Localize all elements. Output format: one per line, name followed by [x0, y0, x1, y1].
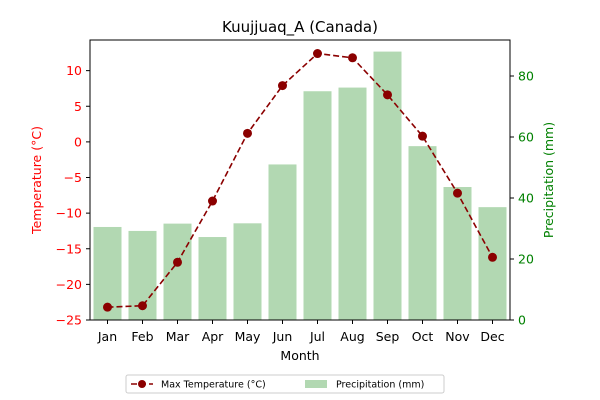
chart-title: Kuujjuaq_A (Canada) [222, 18, 378, 37]
x-tick-label: Jan [97, 329, 117, 344]
y-left-tick-label: 0 [74, 134, 82, 149]
temp-point-oct [418, 131, 427, 141]
temp-point-jun [278, 81, 287, 91]
y-left-tick-label: 10 [66, 63, 82, 78]
y-right-tick-label: 80 [518, 68, 534, 83]
temp-point-aug [348, 53, 357, 63]
precip-bar-aug [338, 87, 367, 320]
precip-bar-mar [163, 223, 192, 320]
precipitation-bars [93, 51, 507, 321]
legend: Max Temperature (°C) Precipitation (mm) [125, 374, 445, 394]
precip-bar-may [233, 223, 262, 320]
temp-point-feb [138, 301, 147, 311]
y-right-tick-label: 20 [518, 251, 534, 266]
legend-box [125, 374, 445, 394]
precip-bar-dec [478, 207, 507, 320]
x-tick-label: Mar [166, 329, 190, 344]
x-tick-label: Oct [412, 329, 434, 344]
x-axis-label: Month [280, 348, 319, 363]
x-tick-label: Apr [202, 329, 224, 344]
y-axis-right-label: Precipitation (mm) [541, 122, 556, 238]
legend-temperature-marker-swatch [138, 380, 146, 388]
x-tick-label: Nov [445, 329, 470, 344]
legend-label-precipitation: Precipitation (mm) [336, 380, 424, 391]
precip-bar-jun [268, 164, 297, 320]
plot-frame [89, 39, 511, 321]
x-tick-label: May [235, 329, 261, 344]
precip-bar-jul [303, 91, 332, 321]
temp-point-jul [313, 49, 322, 59]
y-left-tick-label: −25 [56, 313, 82, 328]
precip-bar-apr [198, 237, 227, 320]
legend-precipitation-swatch [305, 380, 327, 388]
y-left-tick-label: −15 [56, 241, 82, 256]
x-tick-label: Jun [272, 329, 293, 344]
x-tick-label: Dec [480, 329, 504, 344]
x-tick-label: Feb [131, 329, 153, 344]
y-left-tick-label: −10 [56, 206, 82, 221]
precip-bar-nov [443, 187, 472, 320]
temperature-line-layer [103, 49, 497, 312]
x-tick-label: Aug [340, 329, 364, 344]
x-tick-label: Sep [376, 329, 400, 344]
y-left-tick-label: 5 [74, 99, 82, 114]
y-axis-left-label: Temperature (°C) [29, 126, 44, 235]
temp-point-may [243, 128, 252, 138]
temp-point-mar [173, 257, 182, 267]
x-tick-label: Jul [309, 329, 325, 344]
y-right-tick-label: 0 [518, 313, 526, 328]
y-right-tick-label: 60 [518, 129, 534, 144]
temp-point-jan [103, 302, 112, 312]
y-left-tick-label: −5 [64, 170, 82, 185]
y-right-tick-label: 40 [518, 190, 534, 205]
legend-label-temperature: Max Temperature (°C) [161, 380, 266, 391]
temp-point-apr [208, 196, 217, 206]
temp-point-nov [453, 188, 462, 198]
temperature-line [107, 52, 494, 308]
y-left-tick-label: −20 [56, 277, 82, 292]
temp-point-sep [383, 90, 392, 100]
precip-bar-oct [408, 146, 437, 320]
axes: −25 −20 −15 −10 −5 0 5 10 0 20 40 60 80 Jan Feb Mar Apr M… [56, 39, 534, 344]
temp-point-dec [488, 252, 497, 262]
